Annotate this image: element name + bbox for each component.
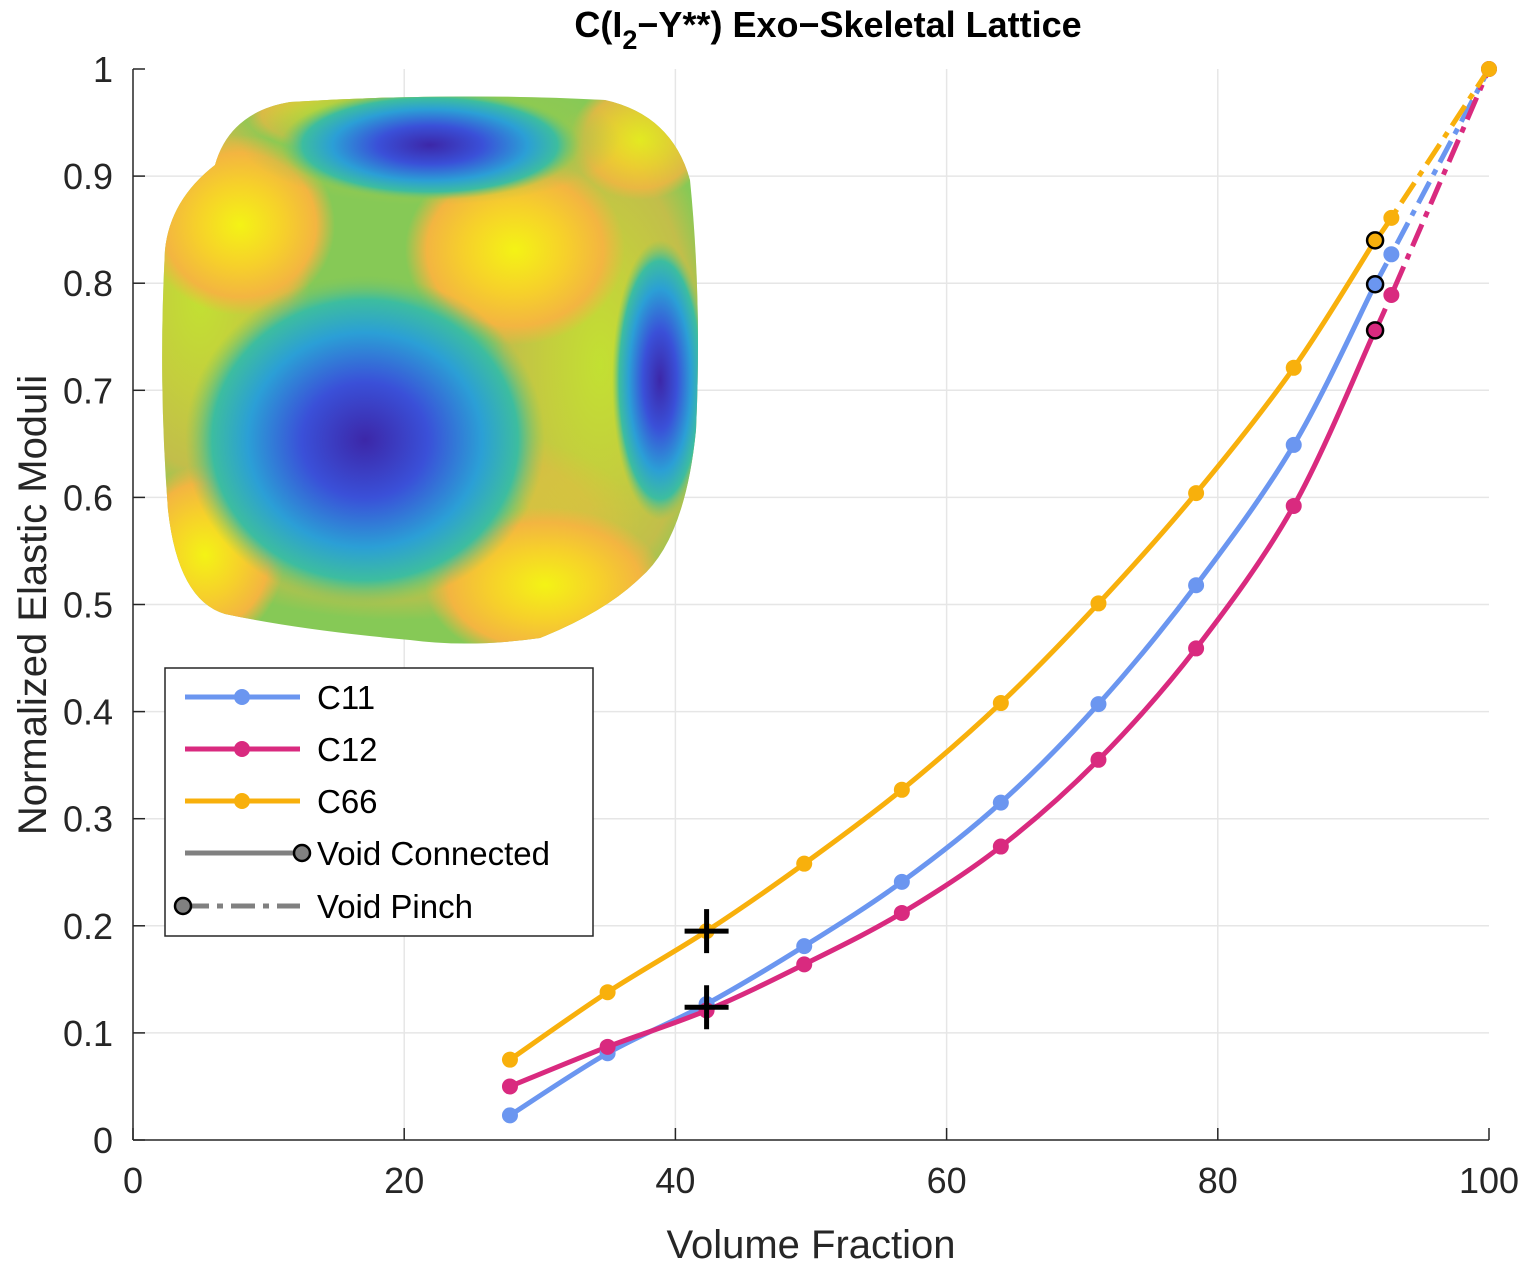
point-c66-3 [796,855,813,872]
point-c11-8 [1285,436,1302,453]
point-c66-5 [992,695,1009,712]
legend-entry-c11: C11 [185,679,375,716]
legend-entry-c66: C66 [185,783,378,820]
point-c66-pinch-1 [1383,209,1400,226]
point-c11-4 [893,873,910,890]
y-tick-label-5: 0.5 [63,585,113,626]
point-c66-pinch-2 [1481,61,1497,77]
y-tick-label-8: 0.8 [63,263,113,304]
point-c11-5 [992,794,1009,811]
point-c12-0 [501,1078,518,1095]
point-c11-3 [796,938,813,955]
point-c12-pinch-1 [1383,286,1400,303]
chart-title: C(I2−Y**) Exo−Skeletal Lattice [574,4,1081,55]
point-c12-6 [1090,751,1107,768]
x-axis-label: Volume Fraction [666,1223,955,1264]
point-c12-4 [893,904,910,921]
x-tick-label-1: 20 [384,1160,424,1201]
y-tick-label-0: 0 [93,1120,113,1161]
point-c12-1 [599,1038,616,1055]
point-c66-4 [893,781,910,798]
point-c12-3 [796,956,813,973]
transition-marker-2 [1365,321,1385,340]
y-tick-label-2: 0.2 [63,906,113,947]
x-tick-labels: 0 20 40 60 80 100 [123,1160,1519,1201]
x-tick-label-3: 60 [927,1160,967,1201]
y-tick-label-6: 0.6 [63,477,113,518]
x-tick-label-0: 0 [123,1160,143,1201]
point-c11-0 [501,1107,518,1124]
legend-entry-c12: C12 [185,731,378,768]
legend-entry-void-connected: Void Connected [185,835,550,872]
legend: C11 C12 C66 Void Connected Void Pinch [164,667,594,937]
axes [132,68,1490,1141]
y-tick-label-9: 0.9 [63,156,113,197]
x-tick-label-5: 100 [1459,1160,1519,1201]
svg-text:C11: C11 [317,679,375,716]
transition-marker-0 [1365,231,1385,250]
point-c66-1 [599,984,616,1001]
point-c12-5 [992,838,1009,855]
x-tick-label-2: 40 [655,1160,695,1201]
y-tick-label-10: 1 [93,49,113,90]
series-c12-connected-line [509,329,1378,1089]
y-tick-label-1: 0.1 [63,1013,113,1054]
point-c11-pinch-1 [1383,246,1400,263]
inset-surface-image [162,96,698,644]
svg-text:Void Connected: Void Connected [317,835,550,872]
point-c11-7 [1188,577,1205,594]
point-c11-6 [1090,696,1107,713]
y-tick-label-4: 0.4 [63,692,113,733]
marker-layer [501,61,1497,1124]
y-tick-label-3: 0.3 [63,799,113,840]
y-tick-labels: 0 0.1 0.2 0.3 0.4 0.5 0.6 0.7 0.8 0.9 1 [63,49,113,1161]
y-tick-label-7: 0.7 [63,370,113,411]
legend-entry-void-pinch: Void Pinch [173,888,473,925]
y-axis-label: Normalized Elastic Moduli [11,375,55,835]
x-tick-label-4: 80 [1198,1160,1238,1201]
point-c12-8 [1285,497,1302,514]
point-c66-0 [501,1051,518,1068]
svg-text:C12: C12 [317,731,378,768]
point-c66-6 [1090,595,1107,612]
point-c66-8 [1285,359,1302,376]
point-c12-7 [1188,640,1205,657]
point-c66-7 [1188,485,1205,502]
svg-text:C66: C66 [317,783,378,820]
svg-text:Void Pinch: Void Pinch [317,888,473,925]
transition-marker-1 [1365,275,1385,294]
series-c66-connected-line [508,239,1378,1062]
